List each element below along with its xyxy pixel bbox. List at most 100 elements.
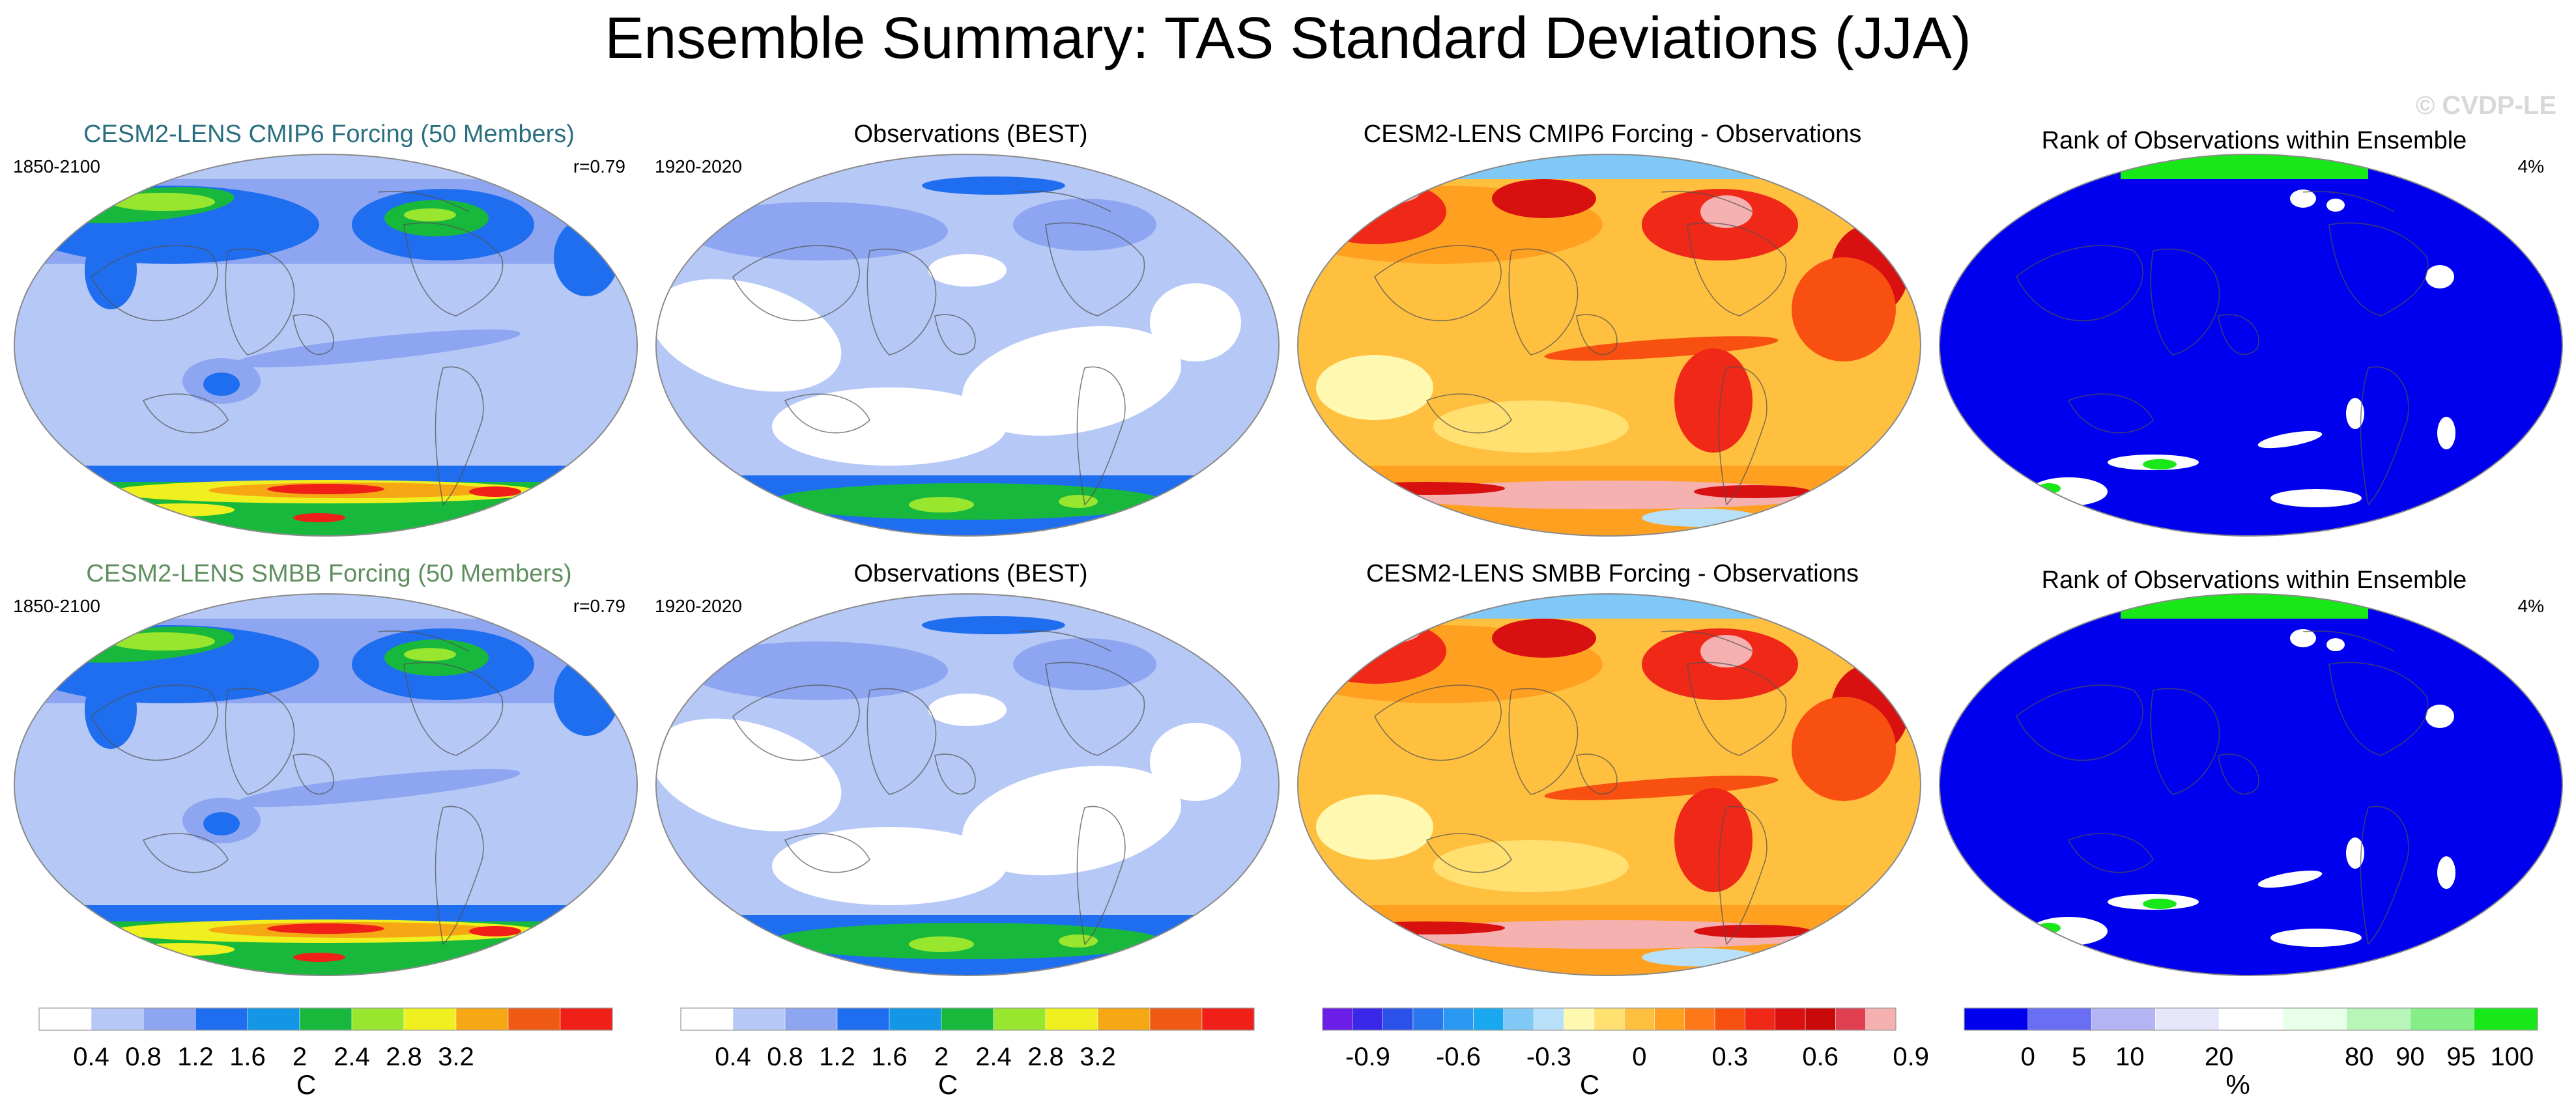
sd-region	[404, 208, 456, 221]
coastline	[2015, 684, 2143, 761]
map-outline	[14, 154, 638, 537]
colorbar-unit-label: C	[938, 1069, 958, 1100]
sd-region	[85, 671, 137, 749]
diff-region	[1700, 635, 1753, 667]
diff-region	[1349, 482, 1505, 495]
coastline	[1661, 630, 1753, 652]
colorbar-unit-label: C	[1580, 1069, 1599, 1100]
sd-region	[267, 484, 384, 494]
colorbar-tick-label: 3.2	[1080, 1043, 1116, 1071]
coastline	[225, 248, 295, 356]
diff-region	[1342, 504, 1446, 525]
rank-region	[2257, 870, 2323, 888]
colorbar-tick-label: 3.2	[438, 1043, 474, 1071]
colorbar-swatch	[455, 1007, 509, 1031]
rank-region	[2143, 899, 2177, 909]
map-outline	[1297, 154, 1921, 537]
coastline	[866, 688, 937, 795]
coastline	[1661, 191, 1753, 212]
diff-region	[1303, 619, 1446, 684]
map-panel	[655, 154, 1280, 537]
colorbar-swatch	[1805, 1007, 1836, 1031]
colorbar-tick-label: 0	[1632, 1043, 1646, 1071]
coastline	[732, 684, 860, 761]
coastline	[2328, 662, 2429, 756]
map-panel	[14, 593, 638, 976]
colorbar-swatch	[1201, 1007, 1255, 1031]
arctic-band	[2121, 594, 2368, 619]
colorbar-swatch	[1684, 1007, 1715, 1031]
colorbar-swatch	[680, 1007, 734, 1031]
rank-region	[2326, 199, 2345, 212]
coastline	[934, 314, 976, 356]
rank-region	[2463, 486, 2482, 497]
panel-title: Observations (BEST)	[853, 560, 1088, 587]
map-outline	[655, 593, 1280, 976]
colorbar-tick-label: 2.8	[386, 1043, 422, 1071]
map-field	[1939, 594, 2562, 976]
diff-region	[1492, 619, 1596, 658]
colorbar-swatch	[1775, 1007, 1806, 1031]
sd-region	[687, 641, 948, 700]
coastline	[1045, 222, 1145, 316]
colorbar-tick-label: 100	[2491, 1043, 2534, 1071]
diff-region	[1674, 788, 1753, 892]
colorbar-swatch	[351, 1007, 405, 1031]
panel-title: CESM2-LENS SMBB Forcing - Observations	[1366, 560, 1859, 587]
colorbar-tick-label: 95	[2446, 1043, 2476, 1071]
colorbar-swatch	[2282, 1007, 2347, 1031]
colorbar-tick-label: 80	[2345, 1043, 2374, 1071]
colorbar-frame	[1322, 1007, 1896, 1031]
colorbar-swatch	[2027, 1007, 2092, 1031]
panel-correlation-label: r=0.79	[573, 156, 625, 176]
sd-region	[203, 812, 240, 835]
colorbar-swatch	[299, 1007, 352, 1031]
colorbar-tick-label: 0.9	[1893, 1043, 1929, 1071]
diff-region	[1342, 944, 1446, 964]
colorbar-swatch	[2473, 1007, 2538, 1031]
sd-region	[469, 486, 521, 497]
sd-region	[293, 513, 345, 522]
colorbar-frame	[1964, 1007, 2538, 1031]
colorbar-tick-label: 0.8	[125, 1043, 162, 1071]
coastline	[2067, 833, 2154, 873]
arctic-band	[1298, 594, 1921, 619]
coastline	[1076, 806, 1126, 946]
diff-region	[1792, 697, 1896, 801]
colorbar-swatch	[1149, 1007, 1203, 1031]
sd-region	[111, 193, 215, 211]
sd-region	[1059, 495, 1098, 508]
panel-title: CESM2-LENS CMIP6 Forcing (50 Members)	[83, 120, 575, 148]
colorbar-tick-label: -0.9	[1345, 1043, 1390, 1071]
sd-region	[1059, 934, 1098, 948]
map-panel	[655, 593, 1280, 976]
sd-region	[404, 648, 456, 661]
coastline	[435, 366, 484, 506]
diff-region	[1674, 348, 1753, 453]
sd-region	[962, 326, 1181, 436]
colorbar-swatch	[1624, 1007, 1655, 1031]
map-panel	[1297, 154, 1921, 537]
map-outline	[1939, 154, 2563, 537]
coastline	[2150, 688, 2220, 795]
colorbar-swatch	[1714, 1007, 1745, 1031]
colorbar-tick-label: -0.6	[1436, 1043, 1481, 1071]
map-outline	[655, 154, 1280, 537]
coastline	[1508, 688, 1579, 795]
diff-region	[1316, 794, 1433, 860]
coastline	[403, 222, 504, 316]
sd-region	[909, 936, 974, 952]
colorbar-swatch	[1352, 1007, 1383, 1031]
panel-title: CESM2-LENS CMIP6 Forcing - Observations	[1363, 120, 1862, 148]
coastline	[2218, 314, 2259, 356]
sd-region	[772, 827, 1007, 905]
sd-region	[922, 176, 1065, 195]
coastline	[90, 245, 218, 322]
sd-region	[909, 497, 974, 512]
colorbar-tick-label: 2.4	[334, 1043, 370, 1071]
colorbar-swatch	[2218, 1007, 2283, 1031]
panel-period-label: 1920-2020	[655, 156, 742, 176]
colorbar-tick-label: -0.3	[1526, 1043, 1571, 1071]
colorbar-swatch	[1533, 1007, 1564, 1031]
colorbar-unit-label: %	[2225, 1069, 2250, 1100]
